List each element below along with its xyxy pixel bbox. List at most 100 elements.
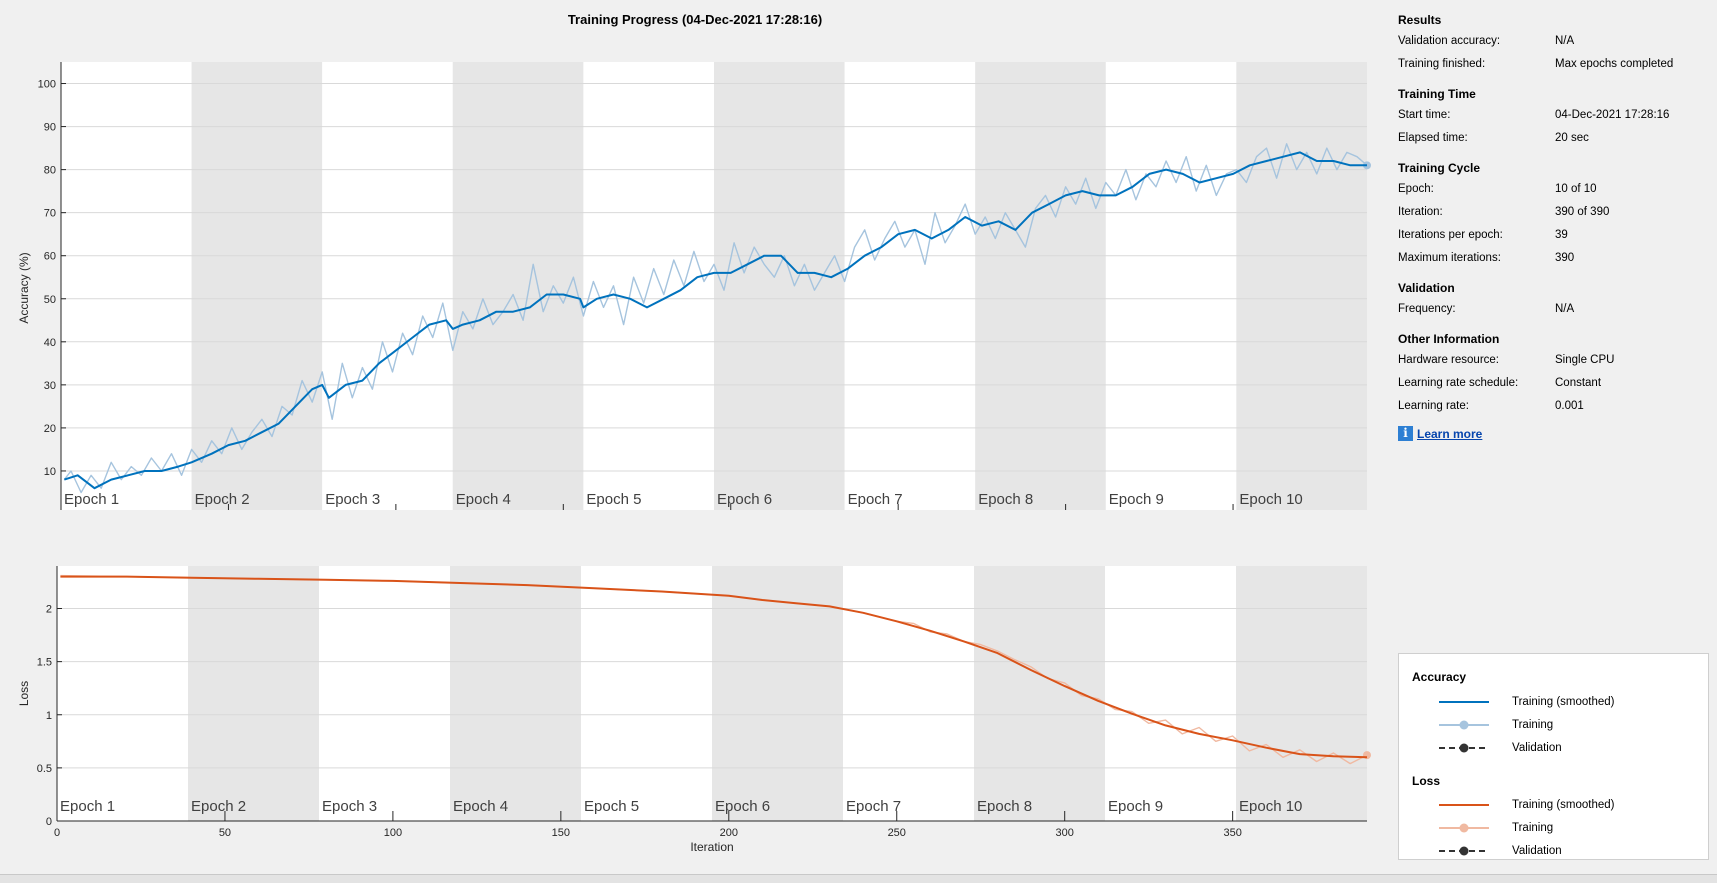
x-tick-label: 0 <box>54 827 60 839</box>
y-axis-title: Loss <box>17 681 31 706</box>
legend-accuracy-title: Accuracy <box>1412 670 1467 684</box>
info-section-title: Other Information <box>1398 332 1500 346</box>
epoch-label: Epoch 10 <box>1239 491 1302 508</box>
info-key: Iterations per epoch: <box>1398 229 1503 241</box>
legend-label: Training (smoothed) <box>1512 799 1615 811</box>
info-section-title: Results <box>1398 13 1442 27</box>
epoch-band <box>1236 62 1367 510</box>
info-row: Training finished: Max epochs completed <box>1398 53 1708 76</box>
y-tick-label: 40 <box>44 337 56 349</box>
info-value: N/A <box>1555 303 1575 315</box>
epoch-label: Epoch 8 <box>978 491 1033 508</box>
y-tick-label: 0 <box>46 816 52 828</box>
info-value: 20 sec <box>1555 132 1589 144</box>
epoch-label: Epoch 8 <box>977 798 1032 815</box>
learn-more-link[interactable]: Learn more <box>1417 426 1483 441</box>
info-key: Frequency: <box>1398 303 1456 315</box>
y-tick-label: 80 <box>44 165 56 177</box>
epoch-label: Epoch 9 <box>1108 798 1163 815</box>
info-key: Learning rate: <box>1398 400 1469 412</box>
legend-item: Training (smoothed) <box>1412 795 1702 815</box>
epoch-label: Epoch 2 <box>191 798 246 815</box>
info-value: 39 <box>1555 229 1568 241</box>
epoch-label: Epoch 7 <box>846 798 901 815</box>
info-value: Constant <box>1555 377 1602 389</box>
info-row: Elapsed time: 20 sec <box>1398 127 1708 150</box>
legend-label: Training (smoothed) <box>1512 696 1615 708</box>
legend-swatch <box>1439 743 1489 753</box>
epoch-label: Epoch 6 <box>715 798 770 815</box>
info-key: Learning rate schedule: <box>1398 377 1519 389</box>
x-tick-label: 350 <box>1223 827 1241 839</box>
info-key: Start time: <box>1398 109 1451 121</box>
legend-swatch <box>1439 823 1489 833</box>
epoch-band <box>188 566 319 821</box>
info-row: Epoch: 10 of 10 <box>1398 178 1708 201</box>
learn-more-link-row[interactable]: i Learn more <box>1398 426 1708 441</box>
info-key: Iteration: <box>1398 206 1443 218</box>
epoch-band <box>1105 62 1237 510</box>
info-row: Validation accuracy: N/A <box>1398 30 1708 53</box>
y-axis-title: Accuracy (%) <box>17 252 31 323</box>
epoch-label: Epoch 4 <box>456 491 511 508</box>
x-tick-label: 150 <box>552 827 570 839</box>
legend-swatch <box>1439 804 1489 806</box>
info-key: Epoch: <box>1398 183 1434 195</box>
training-raw-line <box>63 143 1368 494</box>
epoch-label: Epoch 9 <box>1109 491 1164 508</box>
legend-swatch <box>1439 720 1489 730</box>
accuracy-plot: 0102030405060708090100050100150200250300… <box>17 62 1371 510</box>
y-tick-label: 30 <box>44 380 56 392</box>
epoch-band <box>1105 566 1236 821</box>
legend-item: Training <box>1412 818 1702 838</box>
info-row: Iteration: 390 of 390 <box>1398 201 1708 224</box>
epoch-label: Epoch 1 <box>64 491 119 508</box>
info-row: Frequency: N/A <box>1398 298 1708 321</box>
info-key: Training finished: <box>1398 58 1486 70</box>
legend-loss-title: Loss <box>1412 774 1441 788</box>
info-section-title: Validation <box>1398 281 1455 295</box>
legend-item: Training <box>1412 715 1702 735</box>
info-value: 0.001 <box>1555 400 1584 412</box>
legend-label: Training <box>1512 822 1554 834</box>
horizontal-scrollbar[interactable] <box>0 874 1717 883</box>
x-tick-label: 250 <box>888 827 906 839</box>
epoch-label: Epoch 5 <box>584 798 639 815</box>
y-tick-label: 10 <box>44 466 56 478</box>
info-key: Hardware resource: <box>1398 354 1499 366</box>
legend-swatch <box>1439 701 1489 703</box>
y-tick-label: 0 <box>50 509 56 510</box>
x-axis-title: Iteration <box>690 840 733 854</box>
legend-label: Training <box>1512 719 1554 731</box>
info-section-title: Training Cycle <box>1398 161 1481 175</box>
info-panel: Results Validation accuracy: N/A Training f… <box>1398 10 1708 441</box>
legend-item: Training (smoothed) <box>1412 692 1702 712</box>
epoch-band <box>1236 566 1367 821</box>
y-tick-label: 0.5 <box>37 763 52 775</box>
info-key: Elapsed time: <box>1398 132 1468 144</box>
info-key: Maximum iterations: <box>1398 252 1501 264</box>
info-row: Hardware resource: Single CPU <box>1398 349 1708 372</box>
epoch-label: Epoch 2 <box>195 491 250 508</box>
y-tick-label: 20 <box>44 423 56 435</box>
info-row: Learning rate: 0.001 <box>1398 395 1708 418</box>
epoch-band <box>974 566 1105 821</box>
epoch-label: Epoch 10 <box>1239 798 1302 815</box>
training-smoothed-line <box>63 151 1367 490</box>
epoch-label: Epoch 6 <box>717 491 772 508</box>
epoch-band <box>57 566 188 821</box>
x-tick-label: 200 <box>720 827 738 839</box>
epoch-band <box>322 62 453 510</box>
loss-plot: 0 0.5 1 1.5 2 0 50 100 150 200 250 300 350 Epoch 1 Epo… <box>17 566 1371 854</box>
info-icon: i <box>1398 426 1413 441</box>
x-tick-label: 100 <box>384 827 402 839</box>
y-tick-label: 70 <box>44 208 56 220</box>
x-tick-label: 50 <box>219 827 231 839</box>
y-tick-label: 1 <box>46 710 52 722</box>
epoch-band <box>975 62 1106 510</box>
epoch-label: Epoch 3 <box>322 798 377 815</box>
epoch-band <box>714 62 845 510</box>
y-tick-label: 90 <box>44 122 56 134</box>
training-smoothed-line <box>60 575 1368 759</box>
legend-item: Validation <box>1412 841 1702 861</box>
